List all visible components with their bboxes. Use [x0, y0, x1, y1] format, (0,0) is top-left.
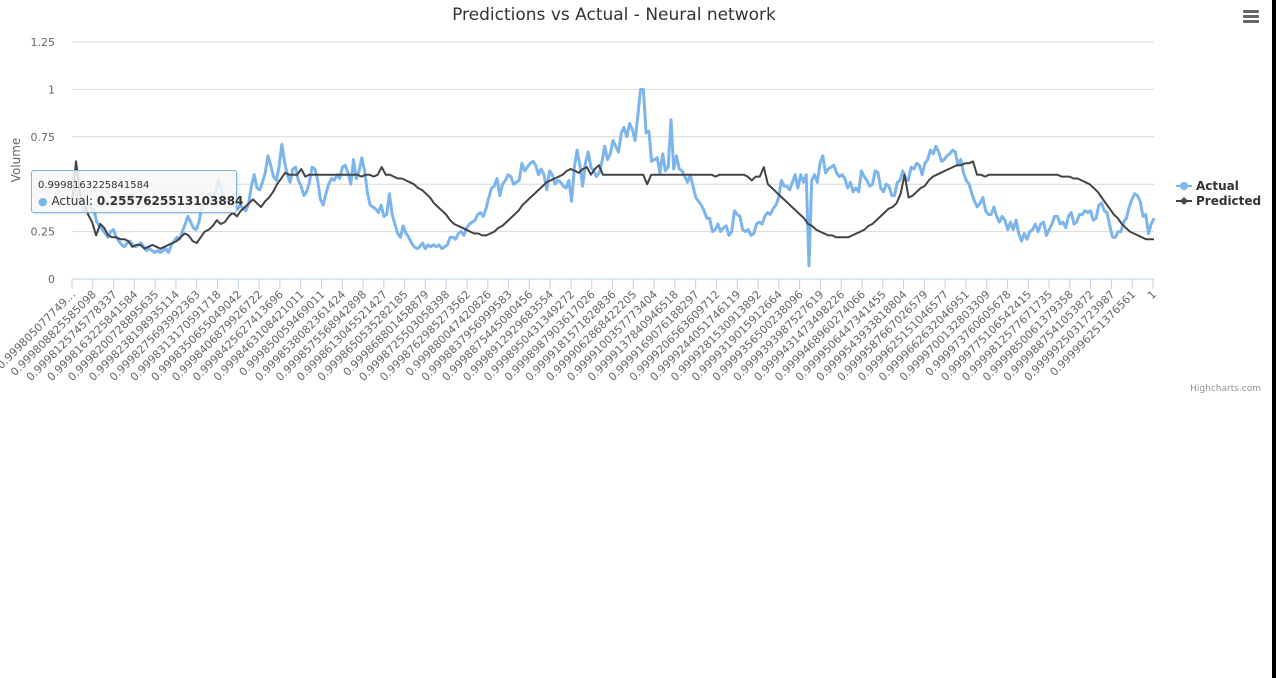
legend-actual-marker-icon	[1180, 182, 1188, 190]
credits-link[interactable]: Highcharts.com	[1190, 384, 1261, 394]
context-menu-button[interactable]	[1240, 8, 1262, 28]
tooltip-header: 0.9998163225841584	[38, 180, 150, 191]
series-path[interactable]	[71, 160, 1154, 250]
tooltip-series-label: Actual:	[51, 194, 97, 208]
y-tick-label: 1	[48, 83, 55, 96]
tooltip-value: 0.2557625513103884	[96, 194, 244, 208]
tooltip-series-dot-icon: ●	[38, 195, 48, 208]
y-tick-label: 0.25	[31, 226, 56, 239]
legend: Actual Predicted	[1176, 179, 1261, 208]
hamburger-menu-icon-bar	[1243, 15, 1259, 18]
series-actual-line[interactable]	[70, 87, 1156, 268]
y-axis-title: Volume	[9, 138, 23, 183]
x-tick-label: 1	[1145, 288, 1159, 302]
chart-title: Predictions vs Actual - Neural network	[452, 5, 776, 25]
tooltip-row: ● Actual: 0.2557625513103884	[38, 193, 243, 210]
legend-item-predicted[interactable]: Predicted	[1176, 194, 1261, 208]
window-edge	[1272, 0, 1276, 678]
hamburger-menu-icon	[1243, 10, 1259, 13]
legend-item-actual[interactable]: Actual	[1176, 179, 1239, 193]
series-path[interactable]	[70, 87, 1156, 268]
y-tick-label: 1.25	[31, 36, 56, 49]
hamburger-menu-icon-bar	[1243, 20, 1259, 23]
tooltip: 0.9998163225841584 ● Actual: 0.255762551…	[31, 170, 243, 213]
x-axis: 0.999805077749…0.9998088255850980.999812…	[0, 278, 1159, 384]
series-predicted-line[interactable]	[71, 160, 1154, 250]
legend-predicted-label: Predicted	[1196, 194, 1261, 208]
legend-predicted-marker-icon	[1180, 197, 1188, 205]
y-tick-label: 0.75	[31, 131, 56, 144]
legend-actual-label: Actual	[1196, 179, 1239, 193]
y-tick-label: 0	[48, 273, 55, 286]
